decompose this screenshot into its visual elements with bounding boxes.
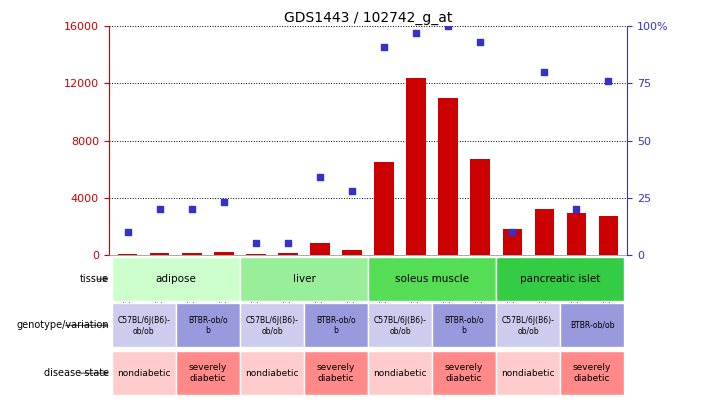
Text: BTBR-ob/ob: BTBR-ob/ob — [570, 321, 614, 330]
Point — [475, 39, 486, 45]
Point — [154, 206, 165, 212]
Text: severely
diabetic: severely diabetic — [317, 363, 355, 383]
Text: liver: liver — [292, 274, 315, 284]
Point — [346, 188, 358, 194]
Text: severely
diabetic: severely diabetic — [445, 363, 483, 383]
Point — [603, 78, 614, 84]
Text: BTBR-ob/o
b: BTBR-ob/o b — [316, 316, 356, 335]
Text: C57BL/6J(B6)-
ob/ob: C57BL/6J(B6)- ob/ob — [245, 316, 299, 335]
Bar — [368, 257, 496, 301]
Bar — [432, 303, 496, 347]
Text: tissue: tissue — [80, 274, 109, 284]
Text: C57BL/6J(B6)-
ob/ob: C57BL/6J(B6)- ob/ob — [118, 316, 170, 335]
Text: genotype/variation: genotype/variation — [16, 320, 109, 330]
Point — [538, 69, 550, 75]
Bar — [566, 213, 586, 255]
Point — [122, 229, 133, 235]
Point — [218, 199, 229, 205]
Text: severely
diabetic: severely diabetic — [573, 363, 611, 383]
Point — [314, 174, 325, 180]
Bar — [438, 98, 458, 255]
Bar — [496, 351, 560, 395]
Text: nondiabetic: nondiabetic — [501, 369, 555, 378]
Text: disease state: disease state — [44, 368, 109, 378]
Point — [442, 23, 454, 30]
Bar — [342, 250, 362, 255]
Point — [571, 206, 582, 212]
Bar — [150, 253, 170, 255]
Bar — [112, 351, 176, 395]
Point — [379, 44, 390, 50]
Text: soleus muscle: soleus muscle — [395, 274, 469, 284]
Text: pancreatic islet: pancreatic islet — [520, 274, 600, 284]
Text: BTBR-ob/o
b: BTBR-ob/o b — [188, 316, 228, 335]
Bar — [535, 209, 554, 255]
Bar — [560, 303, 624, 347]
Bar — [112, 303, 176, 347]
Text: nondiabetic: nondiabetic — [245, 369, 299, 378]
Text: nondiabetic: nondiabetic — [374, 369, 427, 378]
Bar — [432, 351, 496, 395]
Bar — [374, 162, 394, 255]
Bar — [246, 254, 266, 255]
Bar — [368, 351, 432, 395]
Point — [411, 30, 422, 36]
Text: adipose: adipose — [156, 274, 196, 284]
Bar — [470, 159, 490, 255]
Bar — [278, 253, 298, 255]
Text: nondiabetic: nondiabetic — [117, 369, 170, 378]
Bar — [176, 303, 240, 347]
Bar — [311, 243, 329, 255]
Text: severely
diabetic: severely diabetic — [189, 363, 227, 383]
Text: BTBR-ob/o
b: BTBR-ob/o b — [444, 316, 484, 335]
Bar — [503, 229, 522, 255]
Bar — [560, 351, 624, 395]
Bar — [407, 78, 426, 255]
Bar — [599, 216, 618, 255]
Point — [250, 240, 261, 247]
Bar — [176, 351, 240, 395]
Text: C57BL/6J(B6)-
ob/ob: C57BL/6J(B6)- ob/ob — [374, 316, 426, 335]
Point — [186, 206, 198, 212]
Text: C57BL/6J(B6)-
ob/ob: C57BL/6J(B6)- ob/ob — [502, 316, 554, 335]
Bar — [112, 257, 240, 301]
Bar — [118, 254, 137, 255]
Bar — [182, 253, 201, 255]
Bar — [304, 351, 368, 395]
Point — [283, 240, 294, 247]
Bar — [304, 303, 368, 347]
Bar — [240, 257, 368, 301]
Bar — [215, 252, 233, 255]
Bar — [240, 303, 304, 347]
Bar — [368, 303, 432, 347]
Title: GDS1443 / 102742_g_at: GDS1443 / 102742_g_at — [284, 11, 452, 25]
Bar — [240, 351, 304, 395]
Bar — [496, 303, 560, 347]
Bar — [496, 257, 624, 301]
Point — [507, 229, 518, 235]
